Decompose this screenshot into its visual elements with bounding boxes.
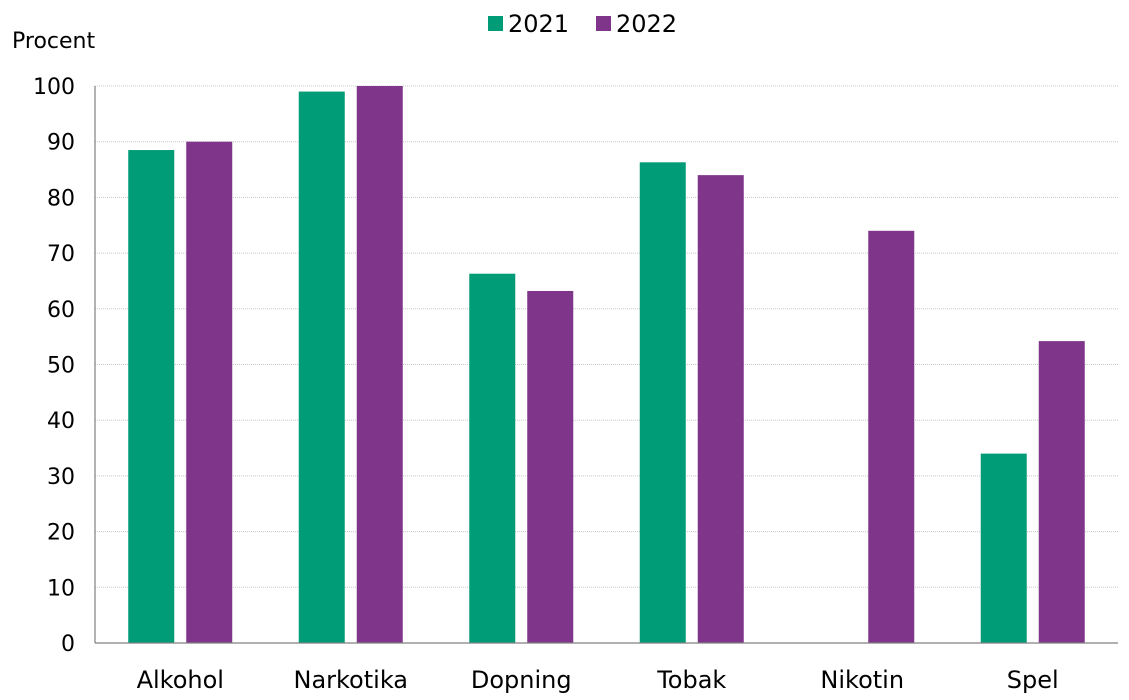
legend-label-2022: 2022 [616, 10, 677, 38]
x-category-label: Tobak [656, 666, 726, 694]
y-tick-label: 40 [47, 409, 75, 434]
bar-dopning-2022 [527, 290, 574, 643]
bar-nikotin-2022 [868, 230, 915, 643]
bar-alkohol-2021 [128, 150, 175, 643]
legend-swatch-2022 [596, 16, 611, 31]
gridlines [95, 85, 1118, 588]
x-category-label: Alkohol [137, 666, 224, 694]
y-tick-label: 80 [47, 186, 75, 211]
y-tick-label: 30 [47, 465, 75, 490]
legend-label-2021: 2021 [508, 10, 569, 38]
y-tick-label: 20 [47, 521, 75, 546]
y-tick-labels: 0 10 20 30 40 50 60 70 80 90 100 [33, 75, 75, 657]
bar-spel-2021 [980, 453, 1027, 643]
y-tick-label: 100 [33, 75, 75, 100]
bars [128, 86, 1085, 643]
bar-alkohol-2022 [186, 141, 233, 643]
bar-narkotika-2022 [356, 86, 403, 643]
x-category-label: Nikotin [820, 666, 904, 694]
bar-tobak-2022 [697, 175, 744, 643]
bar-narkotika-2021 [298, 91, 345, 643]
y-tick-label: 50 [47, 354, 75, 379]
y-tick-label: 10 [47, 576, 75, 601]
bar-spel-2022 [1038, 341, 1085, 643]
x-category-label: Spel [1007, 666, 1059, 694]
y-tick-label: 60 [47, 298, 75, 323]
x-category-label: Dopning [471, 666, 572, 694]
legend-swatch-2021 [488, 16, 503, 31]
y-tick-label: 90 [47, 131, 75, 156]
x-category-labels: Alkohol Narkotika Dopning Tobak Nikotin Spel [137, 666, 1059, 694]
y-tick-label: 0 [61, 632, 75, 657]
y-axis-label: Procent [12, 29, 95, 54]
bar-dopning-2021 [469, 273, 516, 643]
bar-tobak-2021 [639, 162, 686, 643]
legend: 2021 2022 [488, 10, 677, 38]
y-tick-label: 70 [47, 242, 75, 267]
axes [94, 86, 1118, 644]
x-category-label: Narkotika [293, 666, 408, 694]
